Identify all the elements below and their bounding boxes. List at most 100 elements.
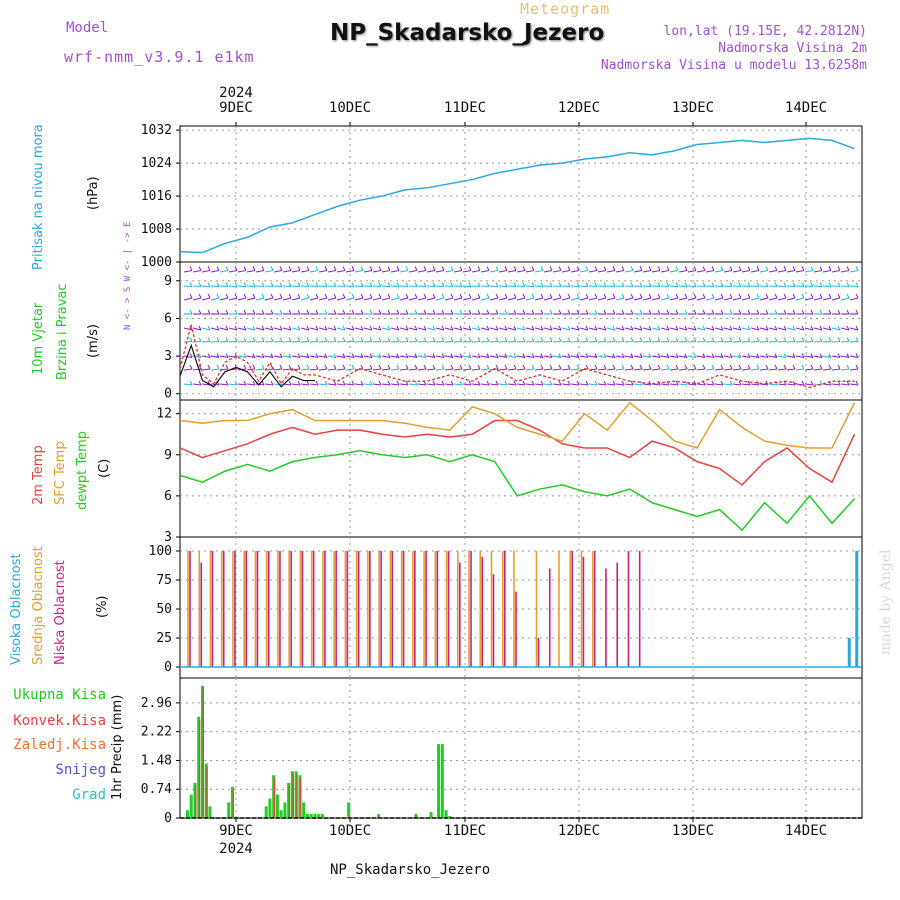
wind-barb (561, 285, 571, 288)
wind-barb (363, 355, 373, 359)
wind-barb (426, 297, 436, 301)
wind-barb (552, 355, 562, 359)
wind-barb (507, 355, 517, 359)
wind-barb (714, 383, 724, 386)
wind-barb (480, 340, 490, 343)
wind-barb (243, 293, 247, 299)
wind-barb (309, 327, 319, 331)
precip-conv-bar (296, 774, 298, 818)
wind-barb (225, 353, 229, 358)
wind-barb (696, 383, 706, 386)
wind-barb (333, 325, 337, 331)
wind-barb (786, 285, 796, 288)
wind-barb (711, 364, 715, 370)
wind-barb (261, 282, 265, 287)
wind-barb (459, 293, 463, 299)
wind-barb (270, 325, 274, 331)
wind-barb (288, 266, 292, 271)
wind-barb (234, 293, 238, 299)
wind-barb (543, 368, 553, 371)
wind-barb (594, 309, 598, 315)
wind-barb (246, 327, 256, 331)
wind-barb (675, 380, 679, 386)
wind-barb (324, 380, 328, 386)
wind-barb (459, 364, 463, 370)
wind-barb (183, 340, 193, 343)
wind-barb (642, 297, 652, 301)
wind-barb (723, 297, 733, 301)
wind-barb (612, 364, 616, 370)
wind-barb (324, 325, 328, 331)
wind-barb (543, 355, 553, 359)
wind-barb (297, 293, 301, 299)
wind-barb (702, 266, 706, 271)
wind-barb (795, 340, 805, 343)
wind-barb (264, 327, 274, 331)
wind-barb (660, 340, 670, 343)
wind-barb (342, 309, 346, 315)
wind-barb (747, 309, 751, 315)
wind-barb (417, 368, 427, 371)
wind-barb (228, 340, 238, 343)
wind-barb (579, 383, 589, 386)
wind-barb (273, 355, 283, 359)
wind-barb (399, 355, 409, 359)
precip-bar (189, 794, 193, 818)
precip-bar (272, 775, 276, 818)
wind-barb (243, 380, 247, 386)
wind-barb (408, 340, 418, 343)
precip-bar (208, 806, 212, 818)
wind-barb (522, 325, 526, 331)
wind-barb (333, 282, 337, 287)
wind-barb (738, 325, 742, 331)
wind-barb (804, 297, 814, 301)
wind-barb (756, 309, 760, 315)
wind-barb (333, 337, 337, 342)
wind-barb (342, 380, 346, 386)
wind-barb (678, 327, 688, 331)
wind-barb (453, 285, 463, 288)
wind-barb (720, 337, 724, 342)
wind-barb (504, 309, 508, 315)
wind-barb (462, 269, 472, 273)
wind-barb (288, 364, 292, 370)
wind-barb (666, 353, 670, 358)
wind-tick-label: 0 (164, 387, 172, 402)
precip-bar (204, 763, 208, 818)
wind-barb (615, 269, 625, 273)
wind-barb (390, 340, 400, 343)
wind-barb (840, 383, 850, 386)
wind-barb (831, 383, 841, 386)
bottom-date-label: 9DEC (219, 823, 253, 839)
wind-barb (414, 293, 418, 299)
wind-barb (369, 266, 373, 271)
wind-barb (504, 293, 508, 299)
precip-axis-title: 1hr Precip (mm) (110, 695, 125, 800)
wind-barb (633, 297, 643, 301)
wind-barb (801, 282, 805, 287)
wind-barb (561, 297, 571, 301)
wind-barb (552, 285, 562, 288)
wind-barb (207, 266, 211, 271)
wind-barb (738, 282, 742, 287)
bottom-date-label: 10DEC (329, 823, 371, 839)
wind-barb (804, 269, 814, 273)
wind-barb (669, 340, 679, 343)
wind-barb (327, 285, 337, 288)
wind-barb (549, 309, 553, 315)
wind-barb (225, 266, 229, 271)
wind-barb (525, 383, 535, 386)
wind-barb (615, 327, 625, 331)
wind-barb (795, 355, 805, 359)
wind-barb (705, 368, 715, 371)
wind-barb (840, 327, 850, 331)
wind-barb (477, 380, 481, 386)
wind-barb (828, 325, 832, 331)
wind-barb (639, 364, 643, 370)
wind-barb (624, 285, 634, 288)
wind-barb (594, 282, 598, 287)
wind-barb (336, 355, 346, 359)
wind-barb (720, 380, 724, 386)
wind-barb (435, 340, 445, 343)
wind-barb (660, 297, 670, 301)
